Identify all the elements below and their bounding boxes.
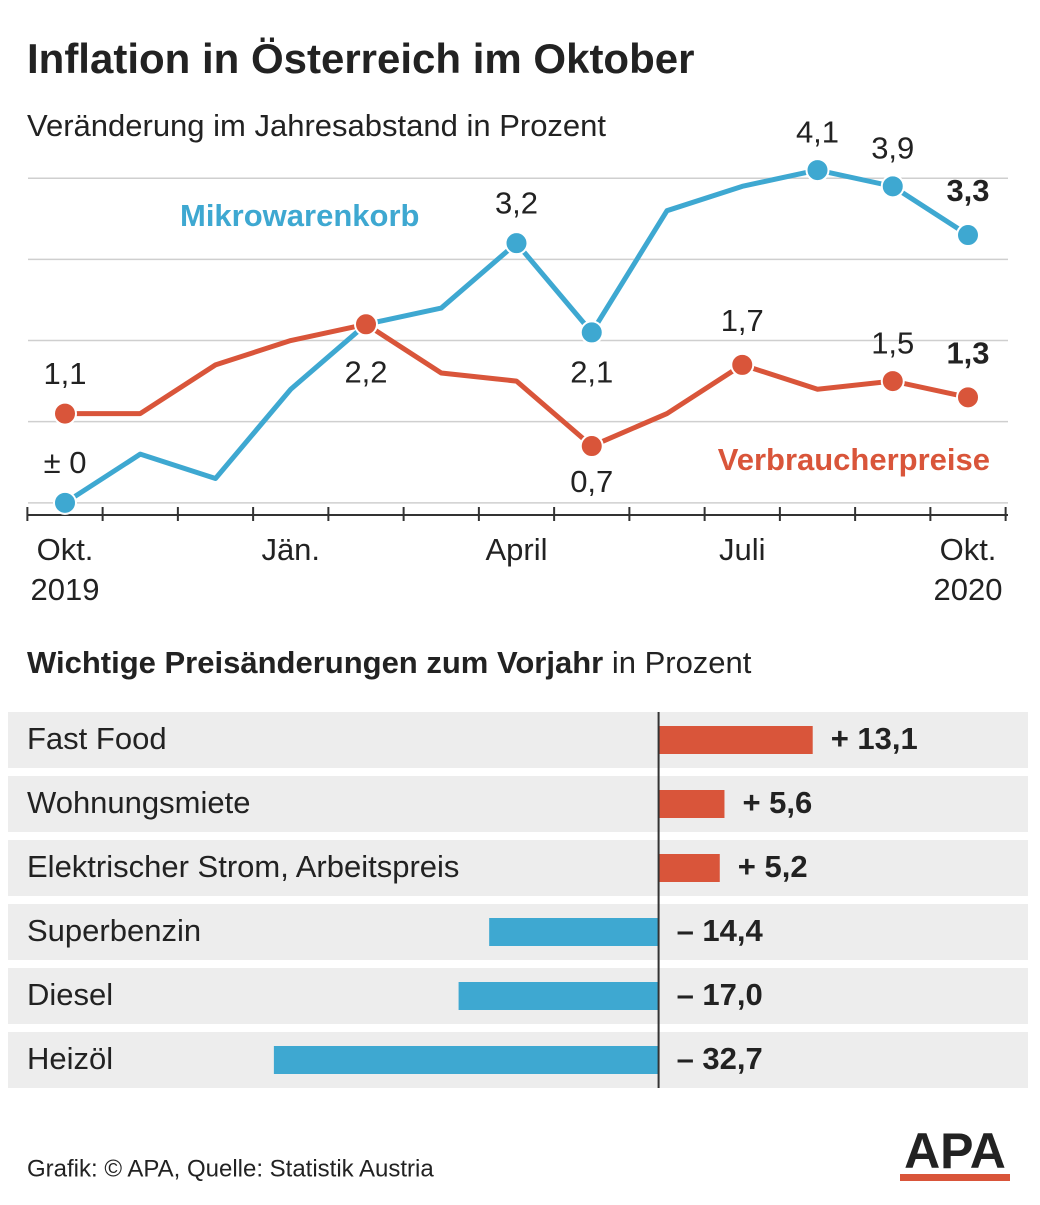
point (956, 223, 980, 248)
point (53, 490, 77, 515)
bar (658, 790, 725, 818)
logo: APA (904, 1123, 1006, 1179)
x-tick-label: Okt. 2019 (30, 532, 100, 607)
category-label: Fast Food (27, 721, 167, 756)
bar-title: Wichtige Preisänderungen zum Vorjahr (27, 645, 604, 680)
data-label: + 5,6 (742, 785, 812, 820)
bar (273, 1046, 659, 1074)
point (579, 434, 604, 459)
source: Grafik: © APA, Quelle: Statistik Austria (27, 1155, 434, 1182)
line (65, 321, 969, 449)
x-tick-label: Juli (718, 532, 766, 567)
point (880, 174, 905, 199)
bar-heading: Wichtige Preisänderungen zum Vorjahr in … (27, 645, 751, 681)
legend-label: Verbraucherpreise (718, 442, 990, 477)
point (730, 352, 755, 377)
bar (458, 982, 659, 1010)
data-label: + 5,2 (738, 849, 808, 884)
point (956, 385, 980, 410)
category-label: Diesel (27, 977, 113, 1012)
point (579, 320, 604, 345)
point (880, 369, 905, 394)
data-label: 1,3 (946, 336, 989, 371)
data-label: 3,2 (495, 185, 538, 220)
data-label: 2,1 (570, 355, 613, 390)
data-label: – 17,0 (677, 977, 763, 1012)
chart-subtitle: Veränderung im Jahresabstand in Prozent (27, 108, 606, 143)
data-label: 3,3 (946, 173, 989, 208)
category-label: Superbenzin (27, 913, 201, 948)
point (53, 401, 77, 426)
chart-title: Inflation in Österreich im Oktober (27, 35, 694, 82)
category-label: Heizöl (27, 1041, 113, 1076)
data-label: 4,1 (796, 114, 839, 149)
category-label: Elektrischer Strom, Arbeitspreis (27, 849, 459, 884)
data-label: + 13,1 (831, 721, 918, 756)
data-label: – 32,7 (677, 1041, 763, 1076)
bar (489, 918, 659, 946)
x-tick-label: Jän. (261, 532, 321, 567)
point (504, 231, 529, 256)
bar (658, 726, 813, 754)
data-label: ± 0 (44, 445, 87, 480)
row-background (8, 840, 1028, 896)
point (805, 158, 830, 183)
category-label: Wohnungsmiete (27, 785, 250, 820)
x-tick-label: Okt. 2020 (933, 532, 1003, 607)
data-label: 0,7 (570, 464, 613, 499)
x-tick-label: April (485, 532, 548, 567)
bar (658, 854, 720, 882)
legend-label: Mikrowarenkorb (180, 198, 419, 233)
data-label: 2,2 (344, 354, 387, 389)
data-label: 3,9 (871, 131, 914, 166)
data-label: 1,1 (43, 356, 86, 391)
data-label: 1,5 (871, 325, 914, 360)
data-label: 1,7 (721, 303, 764, 338)
bar-subtitle: in Prozent (611, 645, 752, 680)
logo-bar (900, 1174, 1010, 1181)
point (354, 312, 378, 337)
row-background (8, 712, 1028, 768)
row-background (8, 776, 1028, 832)
data-label: – 14,4 (677, 913, 764, 948)
